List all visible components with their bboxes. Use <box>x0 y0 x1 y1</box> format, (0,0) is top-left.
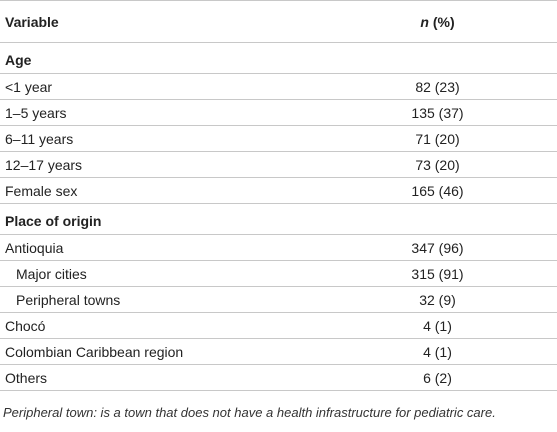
row-label: Female sex <box>5 183 78 199</box>
table-row: <1 year 82 (23) <box>0 74 557 100</box>
row-value: 73 (20) <box>415 157 460 173</box>
table-row: Peripheral towns 32 (9) <box>0 287 557 313</box>
row-value: 135 (37) <box>411 105 464 121</box>
table-row: Antioquia 347 (96) <box>0 235 557 261</box>
row-value: 347 (96) <box>411 240 464 256</box>
header-n: n <box>420 14 429 30</box>
row-value: 82 (23) <box>415 79 460 95</box>
row-label: Antioquia <box>5 240 64 256</box>
row-value: 165 (46) <box>411 183 464 199</box>
table-row: 12–17 years 73 (20) <box>0 152 557 178</box>
row-value: 32 (9) <box>419 292 456 308</box>
table-row: Others 6 (2) <box>0 365 557 391</box>
row-value: 4 (1) <box>423 318 452 334</box>
header-variable: Variable <box>5 14 59 30</box>
table-header-row: Variable n (%) <box>0 0 557 43</box>
row-label: 12–17 years <box>5 157 83 173</box>
table-row: 6–11 years 71 (20) <box>0 126 557 152</box>
row-label: Age <box>5 52 32 68</box>
row-value: 6 (2) <box>423 370 452 386</box>
header-n-percent: n (%) <box>360 1 515 44</box>
row-value: 71 (20) <box>415 131 460 147</box>
row-label: Colombian Caribbean region <box>5 344 184 360</box>
row-label: Chocó <box>5 318 46 334</box>
row-value: 315 (91) <box>411 266 464 282</box>
row-label: Peripheral towns <box>16 292 121 308</box>
row-label: <1 year <box>5 79 53 95</box>
table-row: Chocó 4 (1) <box>0 313 557 339</box>
table-row: Major cities 315 (91) <box>0 261 557 287</box>
row-label: 6–11 years <box>5 131 74 147</box>
data-table: Variable n (%) Age <1 year 82 (23) 1–5 y… <box>0 0 557 391</box>
table-row: Colombian Caribbean region 4 (1) <box>0 339 557 365</box>
row-value: 4 (1) <box>423 344 452 360</box>
table-row-section: Age <box>0 43 557 74</box>
table-row: Female sex 165 (46) <box>0 178 557 204</box>
table-row-section: Place of origin <box>0 204 557 235</box>
table-row: 1–5 years 135 (37) <box>0 100 557 126</box>
row-label: Place of origin <box>5 213 102 229</box>
row-label: Others <box>5 370 48 386</box>
table-footnote: Peripheral town: is a town that does not… <box>3 405 496 420</box>
row-label: 1–5 years <box>5 105 67 121</box>
row-label: Major cities <box>16 266 87 282</box>
header-percent: (%) <box>428 14 455 30</box>
